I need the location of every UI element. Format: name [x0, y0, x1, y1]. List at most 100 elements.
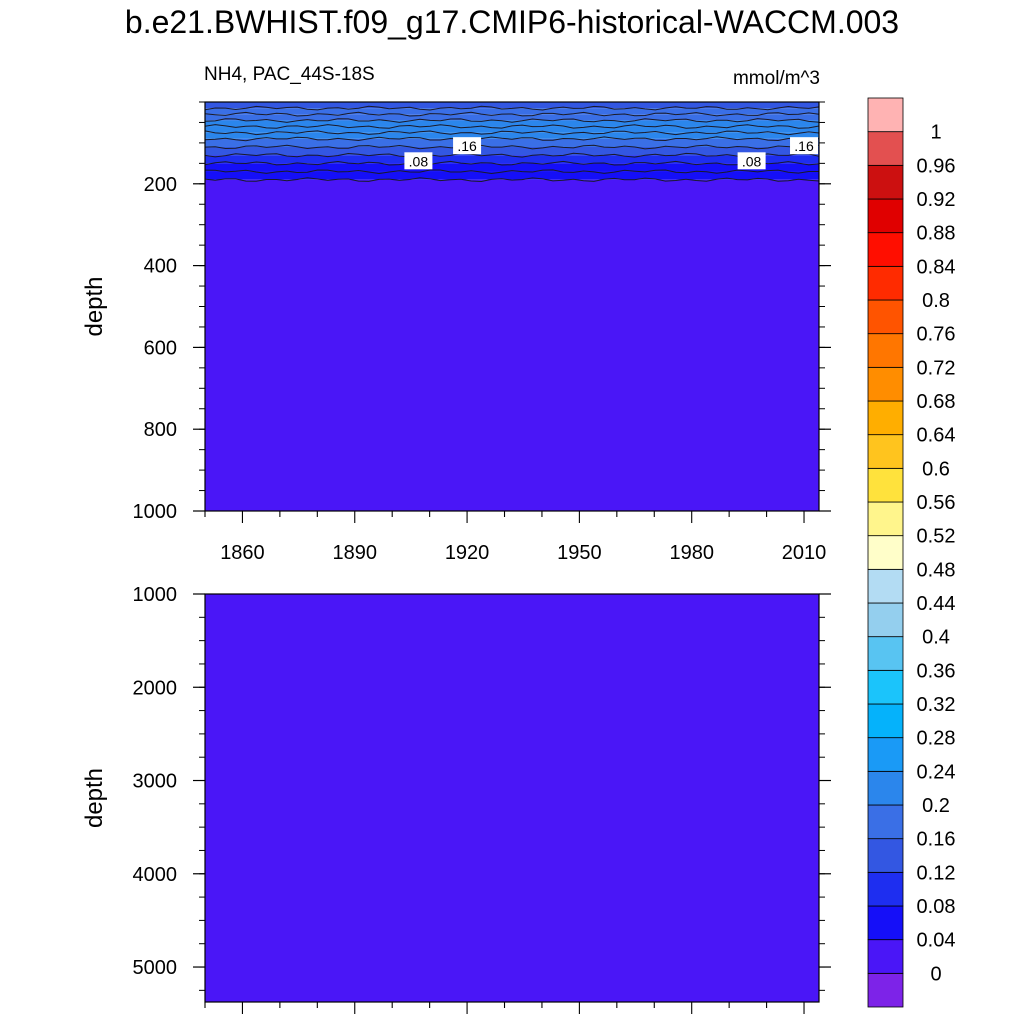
contour-fill-band [205, 163, 819, 172]
colorbar-tick-label: 1 [930, 122, 941, 144]
colorbar-swatch [867, 501, 904, 537]
y-tick-label: 5000 [133, 957, 178, 979]
contour-fill-band [205, 120, 819, 127]
colorbar-tick-label: 0.52 [917, 526, 956, 548]
colorbar-swatch [867, 669, 904, 705]
contour-fill-band [205, 132, 819, 139]
x-tick-label: 1890 [333, 542, 378, 564]
colorbar-tick-label: 0.8 [922, 290, 950, 312]
x-tick-label: 1920 [445, 542, 490, 564]
colorbar-tick-label: 0.24 [917, 761, 956, 783]
contour-line [204, 118, 820, 123]
colorbar-swatch [867, 972, 904, 1008]
colorbar-tick-label: 0.36 [917, 660, 956, 682]
contour-fill-band [205, 171, 819, 180]
chart-title: b.e21.BWHIST.f09_g17.CMIP6-historical-WA… [124, 4, 900, 40]
colorbar-tick-label: 0.72 [917, 357, 956, 379]
contour-label-box [453, 137, 482, 155]
colorbar-swatch [867, 905, 904, 941]
contour-label-box [790, 137, 819, 155]
colorbar-tick-label: 0.2 [922, 795, 950, 817]
colorbar-tick-label: 0.44 [917, 593, 956, 615]
colorbar-swatch [867, 299, 904, 335]
colorbar-swatch [867, 568, 904, 604]
colorbar-swatch [867, 366, 904, 402]
chart-panel-upper: 200 400 600 800 1000 depth 1860 1890 1920 1950 198… [81, 101, 831, 564]
colorbar-tick-label: 0.84 [917, 256, 956, 278]
y-tick-label: 600 [144, 337, 177, 359]
x-tick-label: 2010 [782, 542, 827, 564]
contour-label: .16 [457, 138, 477, 154]
colorbar-swatch [867, 265, 904, 301]
colorbar-tick-label: 0.48 [917, 559, 956, 581]
y-tick-label: 1000 [133, 584, 178, 606]
contour-line [204, 152, 820, 158]
colorbar-swatch [867, 838, 904, 873]
colorbar-swatch [867, 703, 904, 739]
contour-label: .08 [409, 153, 429, 169]
colorbar-swatch [867, 939, 904, 974]
x-tick-label: 1860 [220, 542, 265, 564]
contour-fill-band [205, 146, 819, 156]
colorbar-swatch [867, 97, 904, 133]
colorbar-tick-label: 0.68 [917, 391, 956, 413]
colorbar-swatch [867, 871, 904, 907]
contour-line [204, 160, 820, 166]
colorbar-tick-label: 0.28 [917, 728, 956, 750]
contour-line [204, 105, 820, 111]
colorbar-swatch [867, 467, 904, 503]
units-label: mmol/m^3 [732, 68, 820, 89]
colorbar-swatch [867, 400, 904, 436]
contour-line [204, 130, 820, 136]
colorbar-tick-label: 0.04 [917, 930, 956, 952]
x-tick-label: 1950 [557, 542, 602, 564]
colorbar-swatch [867, 770, 904, 806]
colorbar-swatch [867, 535, 904, 570]
contour-label-box [737, 152, 766, 170]
colorbar-swatch [867, 804, 904, 840]
contour-fill-band [205, 155, 819, 164]
colorbar-tick-label: 0.16 [917, 829, 956, 851]
colorbar-tick-label: 0.6 [922, 458, 950, 480]
contour-line [204, 124, 820, 129]
colorbar-swatch [867, 602, 904, 638]
y-axis-label: depth [81, 276, 108, 336]
colorbar-swatch [867, 131, 904, 166]
contour-fill-band [205, 179, 819, 511]
colorbar-swatch [867, 333, 904, 368]
colorbar-swatch [867, 636, 904, 671]
contour-line [204, 136, 820, 142]
colorbar-tick-label: 0.64 [917, 425, 956, 447]
contour-line [204, 177, 820, 183]
contour-line [204, 144, 820, 150]
y-tick-label: 200 [144, 174, 177, 196]
y-tick-label: 2000 [133, 677, 178, 699]
contour-fill-band [205, 102, 819, 109]
contour-fill-band [205, 114, 819, 121]
variable-region-label: NH4, PAC_44S-18S [204, 64, 375, 85]
y-tick-label: 3000 [133, 771, 178, 793]
contour-label: .16 [794, 138, 814, 154]
colorbar-tick-label: 0.88 [917, 223, 956, 245]
colorbar-swatch [867, 232, 904, 267]
y-tick-label: 1000 [133, 501, 178, 523]
y-tick-label: 4000 [133, 864, 178, 886]
colorbar-tick-label: 0.4 [922, 627, 950, 649]
colorbar-swatch [867, 164, 904, 200]
colorbar-tick-label: 0 [930, 963, 941, 985]
contour-line [204, 169, 819, 175]
colorbar-swatch [867, 198, 904, 234]
colorbar-tick-label: 0.32 [917, 694, 956, 716]
colorbar-swatch [867, 737, 904, 772]
x-tick-label: 1980 [669, 542, 714, 564]
colorbar-tick-label: 0.96 [917, 155, 956, 177]
plot-frame [204, 593, 820, 1003]
colorbar-tick-label: 0.12 [917, 862, 956, 884]
y-axis-label: depth [81, 768, 108, 828]
colorbar: 0 0.04 0.08 0.12 0.16 0.2 0.24 0.28 0.32 0.36 0.4 0… [867, 97, 956, 1008]
contour-fill-band [205, 138, 819, 147]
chart-panel-lower: 1000 2000 3000 4000 5000 depth [81, 584, 831, 1014]
colorbar-tick-label: 0.92 [917, 189, 956, 211]
y-tick-label: 800 [144, 419, 177, 441]
